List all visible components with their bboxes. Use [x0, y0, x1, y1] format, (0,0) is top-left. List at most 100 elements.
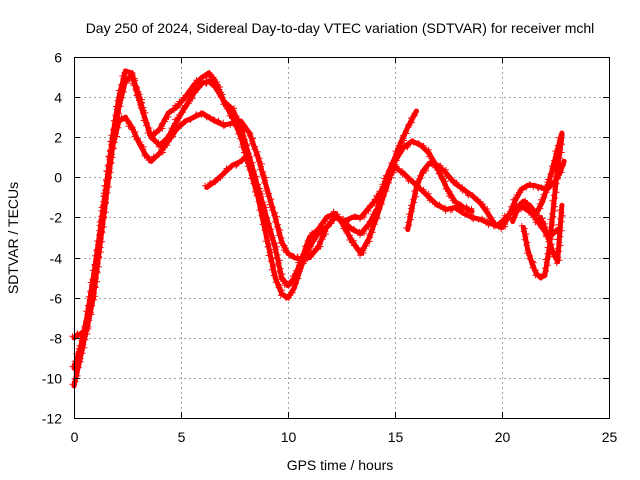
data-point [413, 108, 419, 114]
data-point [398, 138, 404, 144]
data-point [443, 206, 449, 212]
data-point [512, 198, 518, 204]
data-point [401, 170, 407, 176]
data-point [229, 106, 235, 112]
y-tick-label: -12 [42, 411, 62, 427]
data-point [174, 104, 180, 110]
data-point [392, 158, 398, 164]
data-point [499, 225, 505, 230]
data-point [405, 227, 411, 232]
data-point [191, 82, 197, 88]
data-point [97, 231, 103, 236]
data-point [533, 271, 539, 277]
data-point [324, 214, 329, 220]
data-point [452, 180, 458, 186]
x-tick-label: 5 [178, 429, 186, 445]
data-point [285, 251, 291, 256]
data-point [324, 225, 329, 230]
data-point [306, 255, 312, 261]
data-point [142, 114, 148, 120]
data-point [469, 214, 475, 220]
data-point [212, 78, 218, 84]
data-point [349, 214, 355, 220]
x-tick-label: 0 [71, 429, 79, 445]
x-tick-label: 10 [281, 429, 297, 445]
data-point [452, 204, 458, 210]
data-point [122, 114, 128, 120]
data-point [349, 227, 355, 232]
data-point [531, 182, 537, 188]
data-point [366, 221, 372, 226]
data-point [279, 291, 285, 297]
series-track-2 [69, 72, 475, 341]
data-point [443, 170, 449, 176]
data-point [191, 114, 197, 120]
data-point [540, 198, 546, 204]
data-point [478, 200, 484, 206]
data-point [409, 178, 415, 184]
data-point [221, 98, 227, 104]
data-point [157, 126, 163, 132]
data-point [206, 78, 212, 84]
data-point [358, 214, 364, 220]
data-point [306, 235, 312, 240]
data-point [469, 192, 475, 198]
data-point [110, 144, 115, 150]
data-point [103, 184, 109, 190]
data-point [383, 178, 389, 184]
data-point [559, 202, 565, 208]
y-tick-label: 0 [54, 170, 62, 186]
data-point [461, 210, 466, 216]
data-point [206, 114, 212, 120]
data-point [341, 223, 347, 228]
data-point [366, 204, 372, 210]
data-point [315, 245, 321, 250]
data-point [255, 154, 261, 160]
data-point [332, 214, 338, 220]
data-point [409, 138, 415, 144]
data-point [510, 219, 516, 224]
data-point [148, 134, 154, 140]
data-point [116, 104, 122, 110]
data-point [426, 150, 432, 156]
x-tick-label: 25 [602, 429, 618, 445]
data-point [550, 204, 556, 210]
series-track-4 [202, 154, 248, 190]
series-track-7 [508, 130, 565, 224]
data-point [165, 110, 171, 116]
data-point [409, 204, 415, 210]
data-point [279, 275, 285, 281]
data-point [264, 184, 270, 190]
data-point [204, 184, 210, 190]
data-point [538, 214, 543, 220]
axis-ticks: 0 5 10 15 20 25 -12 -10 -8 -6 -4 -2 0 2 4 6 [42, 50, 618, 446]
chart-title: Day 250 of 2024, Sidereal Day-to-day VTE… [86, 20, 595, 36]
data-point [375, 210, 381, 216]
data-point [238, 118, 244, 124]
data-point [242, 154, 248, 160]
y-axis-label: SDTVAR / TECUs [5, 182, 21, 294]
data-point [546, 178, 552, 184]
data-point [135, 90, 141, 96]
data-point [291, 275, 297, 281]
data-point [206, 70, 212, 76]
data-point [182, 118, 188, 124]
data-point [401, 144, 407, 150]
data-point [264, 235, 270, 240]
data-point [358, 251, 364, 256]
data-point [157, 150, 163, 156]
data-point [516, 202, 522, 208]
data-point [505, 214, 511, 220]
data-point [142, 150, 148, 156]
data-point [486, 212, 492, 218]
data-point [229, 120, 235, 126]
data-point [212, 84, 218, 90]
data-point [182, 104, 188, 110]
data-point [413, 184, 419, 190]
y-tick-label: 2 [54, 130, 62, 146]
data-point [529, 261, 535, 267]
y-tick-label: -6 [50, 291, 63, 307]
data-point [520, 204, 526, 210]
y-tick-label: -4 [50, 251, 63, 267]
data-point [199, 110, 205, 116]
